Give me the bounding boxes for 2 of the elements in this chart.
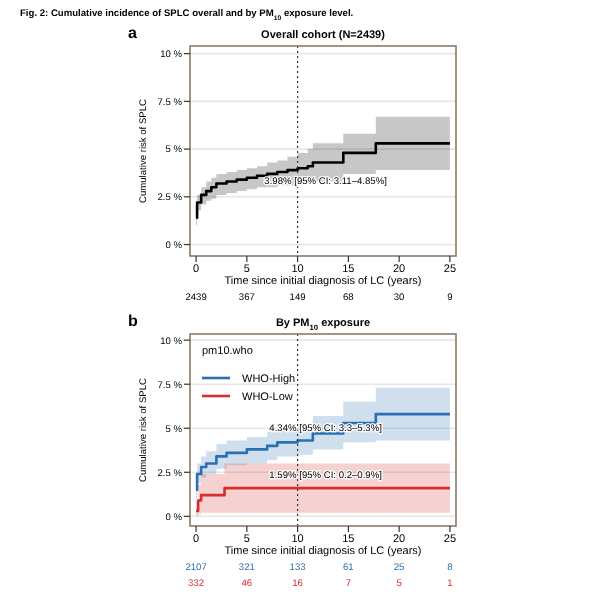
text: b (128, 312, 138, 330)
text: a (128, 24, 138, 42)
